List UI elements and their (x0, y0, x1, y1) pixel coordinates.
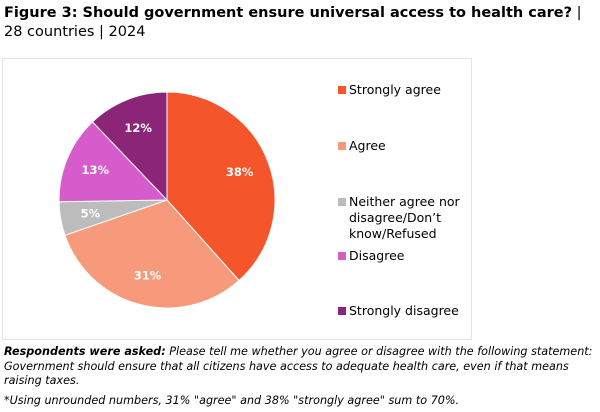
legend-item-strongly-disagree: Strongly disagree (338, 303, 475, 319)
chart-notes: Respondents were asked: Please tell me w… (4, 345, 598, 408)
pie-slice-strongly-disagree (91, 91, 168, 202)
legend-item-strongly-agree: Strongly agree (338, 82, 475, 98)
pie-slice-strongly-agree (166, 91, 276, 282)
chart-title: Figure 3: Should government ensure unive… (4, 4, 596, 42)
legend-label: Strongly disagree (349, 303, 459, 318)
legend-swatch (338, 198, 346, 206)
legend-swatch (338, 86, 346, 94)
pie-slice-disagree (58, 121, 169, 203)
legend-item-neither: Neither agree nor disagree/Don’t know/Re… (338, 194, 475, 242)
data-label-neither: 5% (81, 207, 101, 221)
pie-chart: 38% 31% 5% 13% 12% (58, 91, 276, 309)
legend-swatch (338, 252, 346, 260)
data-label-strongly-agree: 38% (226, 165, 254, 179)
legend-label: Neither agree nor disagree/Don’t know/Re… (349, 194, 460, 241)
legend: Strongly agree Agree Neither agree nor d… (338, 59, 478, 339)
pie-slice-agree (64, 199, 240, 309)
chart-frame: 38% 31% 5% 13% 12% Strongly agree Agree Neit… (2, 58, 472, 340)
legend-label: Strongly agree (349, 82, 441, 97)
legend-item-agree: Agree (338, 138, 475, 154)
data-label-strongly-disagree: 12% (124, 121, 152, 135)
legend-label: Disagree (349, 248, 405, 263)
data-label-agree: 31% (134, 268, 162, 282)
footnote: *Using unrounded numbers, 31% "agree" an… (4, 393, 460, 407)
data-label-disagree: 13% (82, 163, 110, 177)
legend-item-disagree: Disagree (338, 248, 475, 264)
legend-swatch (338, 142, 346, 150)
chart-title-main: Figure 3: Should government ensure unive… (4, 5, 573, 21)
question-label: Respondents were asked: (4, 345, 166, 358)
question-text: Please tell me whether you agree or disa… (4, 345, 593, 387)
legend-label: Agree (349, 138, 386, 153)
chart-title-suffix: | 28 countries | 2024 (4, 5, 582, 40)
legend-swatch (338, 307, 346, 315)
